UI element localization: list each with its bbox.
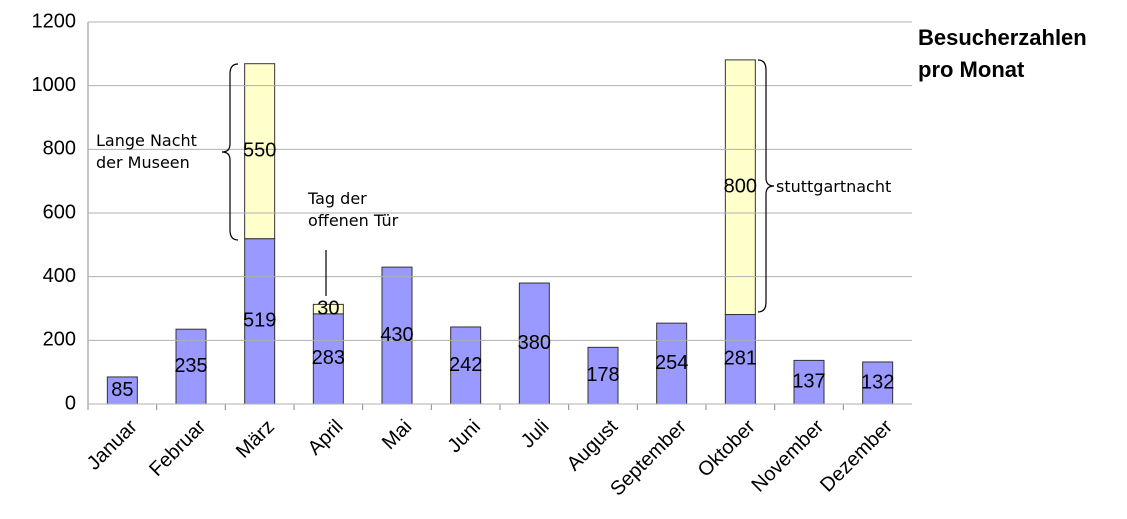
brace [221, 63, 239, 241]
bar [106, 376, 138, 405]
bar [312, 313, 344, 405]
data-label: 800 [724, 175, 757, 197]
x-tick-label: März [232, 416, 279, 463]
x-tick-label: Februar [145, 415, 210, 480]
x-tick-label: Mai [378, 416, 416, 454]
bar [862, 361, 894, 405]
y-tick-label: 200 [43, 329, 76, 351]
bar [518, 282, 550, 405]
data-label: 178 [586, 364, 619, 386]
data-label: 242 [449, 354, 482, 376]
x-tick-label: November [747, 415, 828, 496]
y-tick-label: 0 [65, 392, 76, 414]
bar [450, 326, 482, 405]
bar [175, 328, 207, 405]
data-label: 380 [518, 332, 551, 354]
bar [793, 359, 825, 405]
chart-title: Besucherzahlen pro Monat [918, 25, 1087, 82]
data-label: 85 [111, 379, 133, 401]
annotation: Lange Nacht der Museen [96, 131, 197, 172]
data-label: 430 [380, 324, 413, 346]
brace [757, 59, 775, 313]
data-label: 132 [861, 371, 894, 393]
data-label: 254 [655, 352, 688, 374]
y-tick-label: 1200 [32, 10, 77, 32]
data-label: 283 [312, 347, 345, 369]
y-tick-label: 400 [43, 265, 76, 287]
data-label: 30 [317, 297, 339, 319]
x-tick-label: Juli [517, 416, 554, 453]
data-label: 137 [792, 370, 825, 392]
bar [587, 346, 619, 405]
bar [656, 322, 688, 405]
data-label: 235 [174, 355, 207, 377]
data-label: 519 [243, 310, 276, 332]
x-tick-label: Oktober [694, 415, 760, 481]
annotation: stuttgartnacht [776, 177, 892, 196]
x-tick-label: Juni [443, 416, 485, 458]
bar [244, 238, 276, 405]
annotation: Tag der offenen Tür [308, 189, 399, 230]
x-tick-label: April [304, 416, 348, 460]
x-tick-label: August [563, 415, 623, 475]
y-tick-label: 800 [43, 138, 76, 160]
data-label: 281 [724, 348, 757, 370]
x-tick-label: Dezember [816, 415, 897, 496]
bar [724, 59, 756, 316]
bar [724, 314, 756, 405]
data-label: 550 [243, 140, 276, 162]
y-tick-label: 600 [43, 201, 76, 223]
x-tick-label: Januar [83, 415, 142, 474]
y-tick-label: 1000 [32, 74, 77, 96]
